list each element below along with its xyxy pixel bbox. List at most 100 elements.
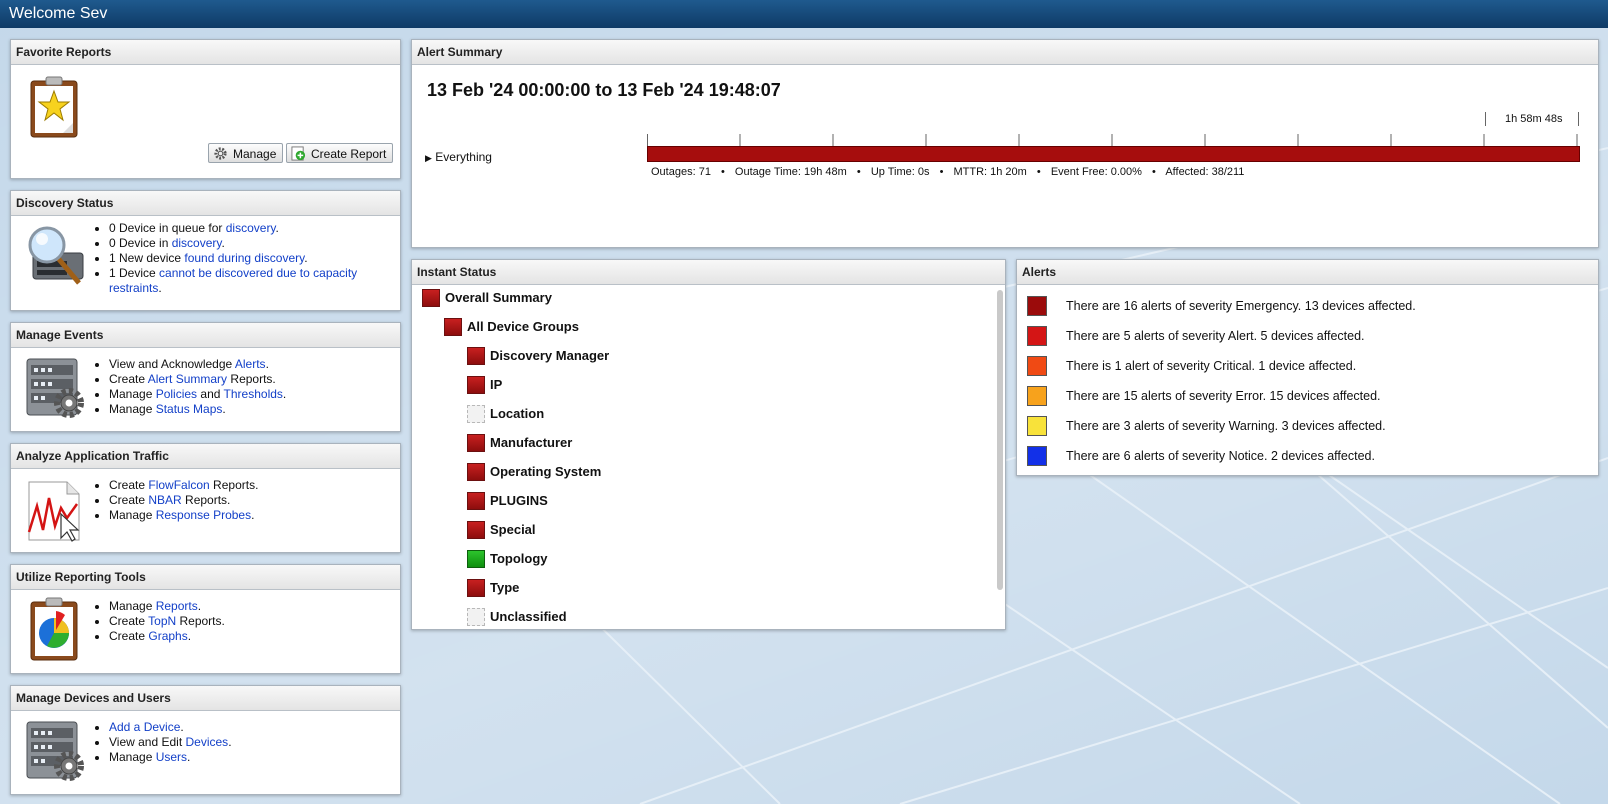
analyze-traffic-title: Analyze Application Traffic <box>11 444 400 469</box>
alert-severity-row[interactable]: There are 3 alerts of severity Warning. … <box>1066 419 1386 433</box>
alert-summary-panel: Alert Summary 13 Feb '24 00:00:00 to 13 … <box>411 39 1599 248</box>
response-probes-item: Manage Response Probes. <box>109 508 399 523</box>
edit-devices-item: View and Edit Devices. <box>109 735 399 750</box>
alert-summary-title: Alert Summary <box>412 40 1598 65</box>
alert-summary-link[interactable]: Alert Summary <box>147 372 228 386</box>
thresholds-link[interactable]: Thresholds <box>223 387 283 401</box>
stat-event-free: Event Free: 0.00% <box>1050 166 1142 178</box>
reporting-tools-list: Manage Reports. Create TopN Reports. Cre… <box>93 599 399 644</box>
instant-status-panel: Instant Status Overall Summary All Device… <box>411 259 1006 630</box>
status-indicator-icon <box>444 318 462 336</box>
graphs-link[interactable]: Graphs <box>148 629 188 643</box>
create-report-button[interactable]: Create Report <box>286 143 394 163</box>
alert-summary-range: 13 Feb '24 00:00:00 to 13 Feb '24 19:48:… <box>427 80 781 100</box>
devices-users-title: Manage Devices and Users <box>11 686 400 711</box>
status-indicator-icon <box>467 608 485 626</box>
everything-group-toggle[interactable]: ▶ Everything <box>425 150 492 164</box>
discovery-link[interactable]: discovery <box>171 236 222 250</box>
discovery-status-list: 0 Device in queue for discovery. 0 Devic… <box>93 221 399 296</box>
outage-timeline-bar[interactable] <box>647 146 1580 162</box>
stat-separator: • <box>1152 166 1156 178</box>
status-maps-item: Manage Status Maps. <box>109 402 399 417</box>
topn-link[interactable]: TopN <box>148 614 177 628</box>
reporting-tools-title: Utilize Reporting Tools <box>11 565 400 590</box>
favorite-reports-panel: Favorite Reports Manage Create Report <box>10 39 401 179</box>
status-indicator-icon <box>467 347 485 365</box>
instant-status-row[interactable]: Unclassified <box>490 609 567 624</box>
add-device-link[interactable]: Add a Device <box>109 720 181 734</box>
alert-severity-row[interactable]: There are 16 alerts of severity Emergenc… <box>1066 299 1416 313</box>
response-probes-link[interactable]: Response Probes <box>155 508 252 522</box>
devices-users-list: Add a Device. View and Edit Devices. Man… <box>93 720 399 765</box>
instant-status-row[interactable]: Overall Summary <box>445 290 552 305</box>
instant-status-row[interactable]: Type <box>490 580 520 595</box>
triangle-right-icon: ▶ <box>425 153 432 163</box>
policies-item: Manage Policies and Thresholds. <box>109 387 399 402</box>
severity-indicator-icon <box>1027 356 1047 376</box>
instant-status-row[interactable]: Manufacturer <box>490 435 573 450</box>
severity-indicator-icon <box>1027 416 1047 436</box>
topn-item: Create TopN Reports. <box>109 614 399 629</box>
stat-separator: • <box>1036 166 1041 178</box>
capacity-restraints-link[interactable]: cannot be discovered due to capacity res… <box>109 266 358 295</box>
instant-status-row[interactable]: Operating System <box>490 464 602 479</box>
status-maps-link[interactable]: Status Maps <box>155 402 223 416</box>
instant-status-row[interactable]: Topology <box>490 551 548 566</box>
severity-indicator-icon <box>1027 296 1047 316</box>
timeline-duration-marker <box>1485 112 1486 126</box>
analyze-traffic-panel: Analyze Application Traffic Create FlowF… <box>10 443 401 553</box>
severity-indicator-icon <box>1027 446 1047 466</box>
analyze-traffic-list: Create FlowFalcon Reports. Create NBAR R… <box>93 478 399 523</box>
traffic-chart-icon <box>27 481 80 542</box>
timeline-duration: 1h 58m 48s <box>1505 113 1563 125</box>
discovery-queue-item: 0 Device in queue for discovery. <box>109 221 399 236</box>
status-indicator-icon <box>467 434 485 452</box>
instant-status-row[interactable]: All Device Groups <box>467 319 579 334</box>
reporting-tools-panel: Utilize Reporting Tools Manage Reports. … <box>10 564 401 674</box>
alerts-link[interactable]: Alerts <box>234 357 266 371</box>
status-indicator-icon <box>467 376 485 394</box>
users-item: Manage Users. <box>109 750 399 765</box>
found-during-discovery-link[interactable]: found during discovery <box>184 251 305 265</box>
devices-link[interactable]: Devices <box>185 735 229 749</box>
discovery-status-panel: Discovery Status 0 Device in queue for d… <box>10 190 401 311</box>
instant-status-row[interactable]: IP <box>490 377 503 392</box>
stat-outages: Outages: 71 <box>651 166 711 178</box>
add-report-icon <box>291 146 306 161</box>
manage-events-title: Manage Events <box>11 323 400 348</box>
instant-status-row[interactable]: Discovery Manager <box>490 348 610 363</box>
alert-severity-row[interactable]: There are 6 alerts of severity Notice. 2… <box>1066 449 1375 463</box>
instant-status-scrollbar[interactable] <box>997 290 1003 590</box>
flowfalcon-link[interactable]: FlowFalcon <box>148 478 210 492</box>
reports-link[interactable]: Reports <box>155 599 198 613</box>
manage-events-panel: Manage Events View and Acknowledge Alert… <box>10 322 401 432</box>
nbar-link[interactable]: NBAR <box>148 493 182 507</box>
manage-events-list: View and Acknowledge Alerts. Create Aler… <box>93 357 399 417</box>
status-indicator-icon <box>467 550 485 568</box>
alert-severity-row[interactable]: There are 15 alerts of severity Error. 1… <box>1066 389 1381 403</box>
alert-summary-item: Create Alert Summary Reports. <box>109 372 399 387</box>
flowfalcon-item: Create FlowFalcon Reports. <box>109 478 399 493</box>
discovery-link[interactable]: discovery <box>225 221 276 235</box>
instant-status-row[interactable]: PLUGINS <box>490 493 548 508</box>
alerts-title: Alerts <box>1017 260 1598 285</box>
instant-status-row[interactable]: Special <box>490 522 536 537</box>
policies-link[interactable]: Policies <box>155 387 198 401</box>
alerts-panel: Alerts There are 16 alerts of severity E… <box>1016 259 1599 476</box>
stat-up-time: Up Time: 0s <box>870 166 930 178</box>
status-indicator-icon <box>467 521 485 539</box>
add-device-item: Add a Device. <box>109 720 399 735</box>
status-indicator-icon <box>467 463 485 481</box>
alert-severity-row[interactable]: There are 5 alerts of severity Alert. 5 … <box>1066 329 1365 343</box>
stat-separator: • <box>939 166 944 178</box>
alert-severity-row[interactable]: There is 1 alert of severity Critical. 1… <box>1066 359 1357 373</box>
instant-status-title: Instant Status <box>412 260 1005 285</box>
status-indicator-icon <box>467 579 485 597</box>
create-report-button-label: Create Report <box>311 147 387 161</box>
users-link[interactable]: Users <box>155 750 188 764</box>
instant-status-row[interactable]: Location <box>490 406 545 421</box>
stat-affected: Affected: 38/211 <box>1165 166 1245 178</box>
server-gear-icon <box>26 358 84 418</box>
manage-button[interactable]: Manage <box>208 143 284 163</box>
timeline-end-marker <box>1578 112 1579 126</box>
